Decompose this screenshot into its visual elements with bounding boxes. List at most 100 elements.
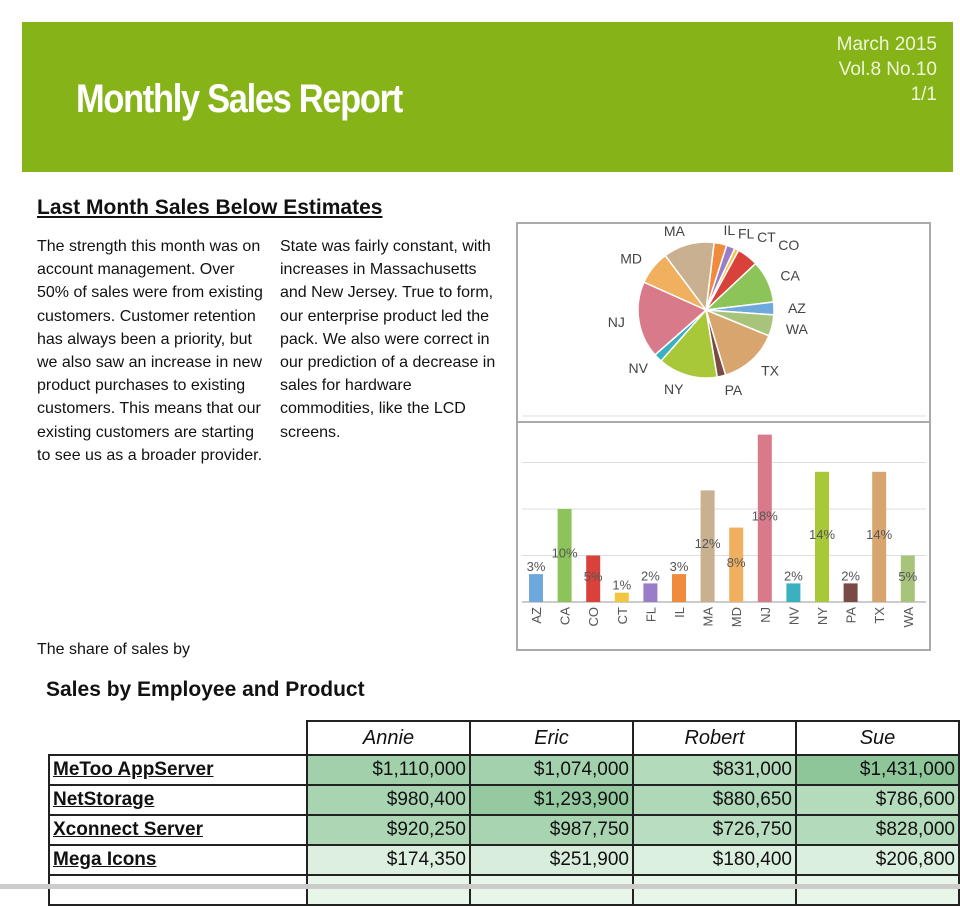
article-column-1: The strength this month was on account m… — [37, 238, 263, 464]
x-tick-label: TX — [872, 607, 887, 624]
bar-data-label: 2% — [841, 568, 860, 583]
sales-cell: $726,750 — [632, 814, 797, 846]
sales-cell: $206,800 — [795, 844, 960, 876]
sales-by-state-chart: IL FL CT CO CA AZ WA TX PA NY NV NJ MD MA 3% AZ 10% CA 5% C… — [516, 222, 931, 651]
chart-canvas: IL FL CTCOCAAZWATXPANYNVNJMDMA3%AZ10%CA5%C… — [518, 224, 929, 628]
sales-cell — [306, 874, 471, 906]
x-tick-label: CA — [558, 607, 573, 625]
article-column-2: State was fairly constant, with increase… — [280, 238, 496, 441]
pie-label: NY — [664, 381, 684, 397]
pie-label: CO — [778, 237, 799, 253]
product-name[interactable]: Mega Icons — [48, 844, 308, 876]
bar-data-label: 8% — [727, 555, 746, 570]
bar-data-label: 1% — [612, 578, 631, 593]
sales-cell: $1,431,000 — [795, 754, 960, 786]
x-tick-label: FL — [643, 607, 658, 622]
table-row — [48, 874, 960, 906]
bar-MA — [700, 490, 715, 602]
bar-data-label: 14% — [866, 527, 892, 542]
sales-table: Annie Eric Robert Sue MeToo AppServer $1,… — [48, 720, 960, 906]
table-row: MeToo AppServer $1,110,000 $1,074,000 $831,… — [48, 754, 960, 786]
corner-cell — [49, 721, 308, 756]
bar-MD — [729, 527, 744, 602]
report-title: Monthly Sales Report — [76, 77, 403, 121]
column-header: Eric — [469, 720, 634, 756]
bar-data-label: 5% — [898, 569, 917, 584]
bar-data-label: 10% — [552, 546, 578, 561]
x-tick-label: NJ — [758, 607, 773, 623]
bar-NV — [786, 583, 801, 602]
product-name[interactable]: Xconnect Server — [48, 814, 308, 846]
sales-cell — [795, 874, 960, 906]
x-tick-label: MD — [729, 607, 744, 627]
bar-PA — [843, 583, 858, 602]
table-row: NetStorage $980,400 $1,293,900 $880,650 $786… — [48, 784, 960, 816]
x-tick-label: CT — [615, 607, 630, 624]
sales-cell: $828,000 — [795, 814, 960, 846]
bar-CT — [614, 592, 629, 602]
pie-label: MA — [664, 224, 686, 239]
x-tick-label: MA — [701, 607, 716, 627]
table-row: Xconnect Server $920,250 $987,750 $726,750 $… — [48, 814, 960, 846]
pie-label: MD — [620, 251, 642, 267]
sales-cell: $1,110,000 — [306, 754, 471, 786]
pie-label: NJ — [608, 314, 625, 330]
sales-cell: $831,000 — [632, 754, 797, 786]
pie-label: IL — [724, 224, 736, 238]
pie-label: CA — [780, 267, 800, 283]
bar-data-label: 3% — [670, 559, 689, 574]
bar-CO — [586, 555, 601, 602]
sales-cell: $987,750 — [469, 814, 634, 846]
bar-data-label: 2% — [641, 568, 660, 583]
pie-label: WA — [786, 321, 809, 337]
bar-data-label: 3% — [527, 559, 546, 574]
pie-label: TX — [761, 363, 780, 379]
pie-slice-NJ — [637, 281, 708, 356]
bar-NJ — [757, 434, 772, 602]
sales-cell: $1,293,900 — [469, 784, 634, 816]
article-heading: Last Month Sales Below Estimates — [37, 196, 383, 219]
report-page: 1/1 — [910, 84, 937, 105]
column-header: Sue — [795, 720, 960, 756]
bar-FL — [643, 583, 658, 602]
sales-cell: $920,250 — [306, 814, 471, 846]
pie-slice-TX — [704, 308, 770, 377]
x-tick-label: AZ — [529, 607, 544, 624]
bar-AZ — [529, 574, 543, 602]
pie-label: NV — [629, 360, 649, 376]
bar-CA — [557, 509, 572, 602]
bar-data-label: 18% — [752, 508, 778, 523]
bar-TX — [872, 471, 887, 602]
pie-slice-MA — [664, 241, 715, 312]
pie-slice-NY — [659, 308, 719, 379]
sales-cell — [632, 874, 797, 906]
bar-data-label: 14% — [809, 527, 835, 542]
column-header: Robert — [632, 720, 797, 756]
product-name[interactable] — [48, 874, 308, 906]
bar-data-label: 2% — [784, 568, 803, 583]
pie-label: PA — [725, 382, 743, 398]
sales-cell: $1,074,000 — [469, 754, 634, 786]
x-tick-label: WA — [901, 607, 916, 628]
pie-label: FL — [738, 226, 755, 242]
column-header: Annie — [306, 720, 471, 756]
report-header: Monthly Sales Report March 2015 Vol.8 No… — [22, 22, 953, 172]
bar-WA — [900, 555, 915, 602]
report-volume: Vol.8 No.10 — [838, 59, 937, 80]
sales-cell: $786,600 — [795, 784, 960, 816]
bar-NY — [815, 471, 829, 602]
report-date: March 2015 — [836, 34, 937, 55]
share-text: The share of sales by — [37, 641, 190, 658]
product-name[interactable]: MeToo AppServer — [48, 754, 308, 786]
sales-cell: $980,400 — [306, 784, 471, 816]
sales-cell — [469, 874, 634, 906]
sales-cell: $251,900 — [469, 844, 634, 876]
x-tick-label: PA — [844, 607, 859, 624]
x-tick-label: IL — [672, 607, 687, 618]
sales-cell: $174,350 — [306, 844, 471, 876]
pie-label: CT — [757, 229, 776, 245]
x-tick-label: NY — [815, 607, 830, 625]
x-tick-label: CO — [586, 607, 601, 627]
product-name[interactable]: NetStorage — [48, 784, 308, 816]
bar-IL — [672, 574, 686, 602]
